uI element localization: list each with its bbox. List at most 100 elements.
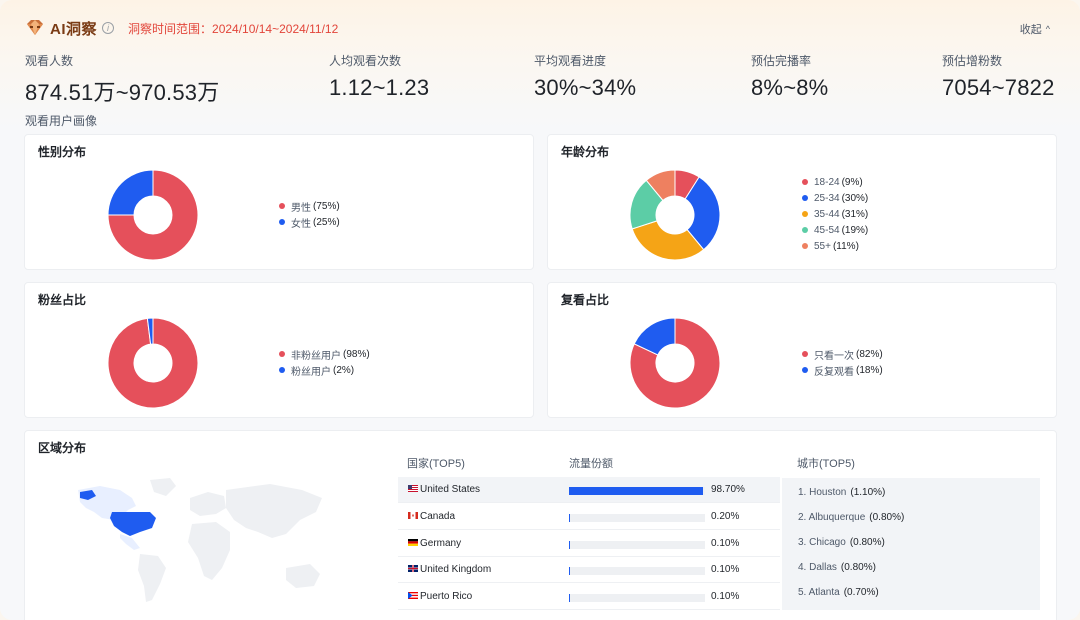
country-row[interactable]: Canada 0.20% (398, 504, 780, 530)
map-usa (110, 512, 156, 536)
gender-donut (107, 169, 199, 261)
country-row[interactable]: Germany 0.10% (398, 531, 780, 557)
legend-item[interactable]: 只看一次 (82%) (802, 346, 883, 362)
legend-item[interactable]: 35-44 (31%) (802, 206, 868, 222)
repeat-slice-0[interactable] (629, 317, 721, 409)
map-europe (190, 492, 226, 516)
city-row: 1. Houston (1.10%) (798, 487, 885, 498)
country-share: 0.10% (711, 564, 740, 576)
gender-slice-1[interactable] (107, 169, 154, 216)
legend-label: 45-54 (814, 224, 840, 236)
country-row[interactable]: United Kingdom 0.10% (398, 557, 780, 584)
card-title: 粉丝占比 (38, 293, 87, 307)
city-name: 3. Chicago (798, 537, 846, 548)
share-bar-fill (569, 487, 704, 495)
card-title: 性别分布 (38, 145, 87, 159)
legend-dot-icon (802, 195, 808, 201)
share-bar-track (569, 594, 705, 603)
card-title: 年龄分布 (561, 145, 610, 159)
stat-value: 1.12~1.23 (329, 75, 430, 100)
info-icon[interactable]: i (102, 22, 115, 34)
city-row: 4. Dallas (0.80%) (798, 562, 876, 573)
city-row: 2. Albuquerque (0.80%) (798, 512, 904, 523)
age-slice-1[interactable] (684, 176, 721, 251)
share-bar-fill (569, 540, 570, 549)
country-name: United Kingdom (420, 564, 492, 576)
city-panel: 1. Houston (1.10%) 2. Albuquerque (0.80%) … (782, 478, 1040, 610)
city-name: 1. Houston (798, 487, 847, 498)
legend-label: 只看一次 (814, 350, 854, 362)
legend-percent: (30%) (841, 192, 869, 204)
us-flag-icon (408, 485, 418, 492)
legend-percent: (82%) (856, 348, 883, 360)
world-map[interactable] (40, 476, 330, 611)
age-slice-2[interactable] (631, 220, 705, 261)
legend-item[interactable]: 55+ (11%) (802, 238, 868, 254)
share-bar-track (569, 567, 705, 576)
legend-dot-icon (279, 203, 285, 209)
repeat-slice-1[interactable] (633, 317, 676, 356)
collapse-button[interactable]: 收起 ^ (1020, 21, 1050, 37)
share-bar-fill (569, 567, 570, 576)
chevron-up-icon: ^ (1045, 24, 1050, 34)
pr-flag-icon (408, 592, 418, 600)
fans-slice-1[interactable] (146, 317, 154, 345)
legend-percent: (18%) (856, 364, 883, 376)
city-name: 4. Dallas (798, 562, 837, 573)
card-title: 复看占比 (561, 293, 610, 307)
country-row[interactable]: United States 98.70% (398, 477, 780, 503)
legend-label: 18-24 (814, 176, 840, 188)
stat-value: 874.51万~970.53万 (25, 80, 220, 105)
age-donut (629, 169, 721, 261)
legend-item[interactable]: 女性 (25%) (279, 214, 340, 230)
country-share: 0.20% (711, 510, 740, 522)
legend-label: 反复观看 (814, 366, 854, 378)
repeat-donut (629, 317, 721, 409)
gb-flag-icon (408, 565, 418, 573)
fans-slice-0[interactable] (107, 317, 199, 409)
stat-avg-views: 人均观看次数 1.12~1.23 (329, 52, 429, 101)
legend-percent: (9%) (841, 176, 863, 188)
city-share: (0.80%) (869, 512, 905, 523)
city-name: 2. Albuquerque (798, 512, 866, 523)
stat-label: 观看人数 (25, 54, 74, 68)
fans-donut (107, 317, 199, 409)
country-share: 0.10% (711, 591, 740, 603)
gender-slice-0[interactable] (107, 169, 199, 261)
gender-legend: 男性 (75%) 女性 (25%) (279, 198, 340, 230)
city-share: (0.80%) (840, 562, 876, 573)
legend-item[interactable]: 男性 (75%) (279, 198, 340, 214)
legend-item[interactable]: 45-54 (19%) (802, 222, 868, 238)
map-africa (188, 522, 230, 580)
age-card: 年龄分布 18-24 (9%) 25-34 (30%) 35-44 (31%) 45-54(… (547, 134, 1057, 270)
city-share: (0.70%) (843, 587, 879, 598)
fans-legend: 非粉丝用户 (98%) 粉丝用户 (2%) (279, 346, 370, 378)
time-range-value: 2024/10/14~2024/11/12 (212, 21, 339, 36)
legend-percent: (19%) (841, 224, 869, 236)
legend-dot-icon (279, 351, 285, 357)
city-share: (0.80%) (849, 537, 885, 548)
legend-item[interactable]: 25-34 (30%) (802, 190, 868, 206)
time-range: 洞察时间范围：2024/10/14~2024/11/12 (128, 20, 338, 37)
country-row[interactable]: Puerto Rico 0.10% (398, 584, 780, 611)
stat-completion-rate: 预估完播率 8%~8% (751, 52, 828, 101)
legend-item[interactable]: 粉丝用户 (2%) (279, 362, 370, 378)
legend-item[interactable]: 反复观看 (18%) (802, 362, 883, 378)
stat-value: 30%~34% (534, 75, 637, 100)
legend-label: 男性 (291, 202, 311, 214)
stat-watch-progress: 平均观看进度 30%~34% (534, 52, 636, 101)
legend-label: 25-34 (814, 192, 840, 204)
col-country-header: 国家(TOP5) (407, 458, 465, 470)
age-slice-4[interactable] (645, 169, 676, 202)
stat-label: 平均观看进度 (534, 54, 607, 68)
legend-label: 35-44 (814, 208, 840, 220)
legend-item[interactable]: 18-24 (9%) (802, 174, 868, 190)
map-asia (226, 484, 322, 538)
card-title: 区域分布 (38, 441, 87, 455)
map-greenland (150, 478, 176, 496)
stat-label: 预估完播率 (751, 54, 812, 68)
legend-dot-icon (802, 367, 808, 373)
col-city-header: 城市(TOP5) (797, 458, 855, 470)
map-alaska (80, 490, 96, 500)
legend-item[interactable]: 非粉丝用户 (98%) (279, 346, 370, 362)
